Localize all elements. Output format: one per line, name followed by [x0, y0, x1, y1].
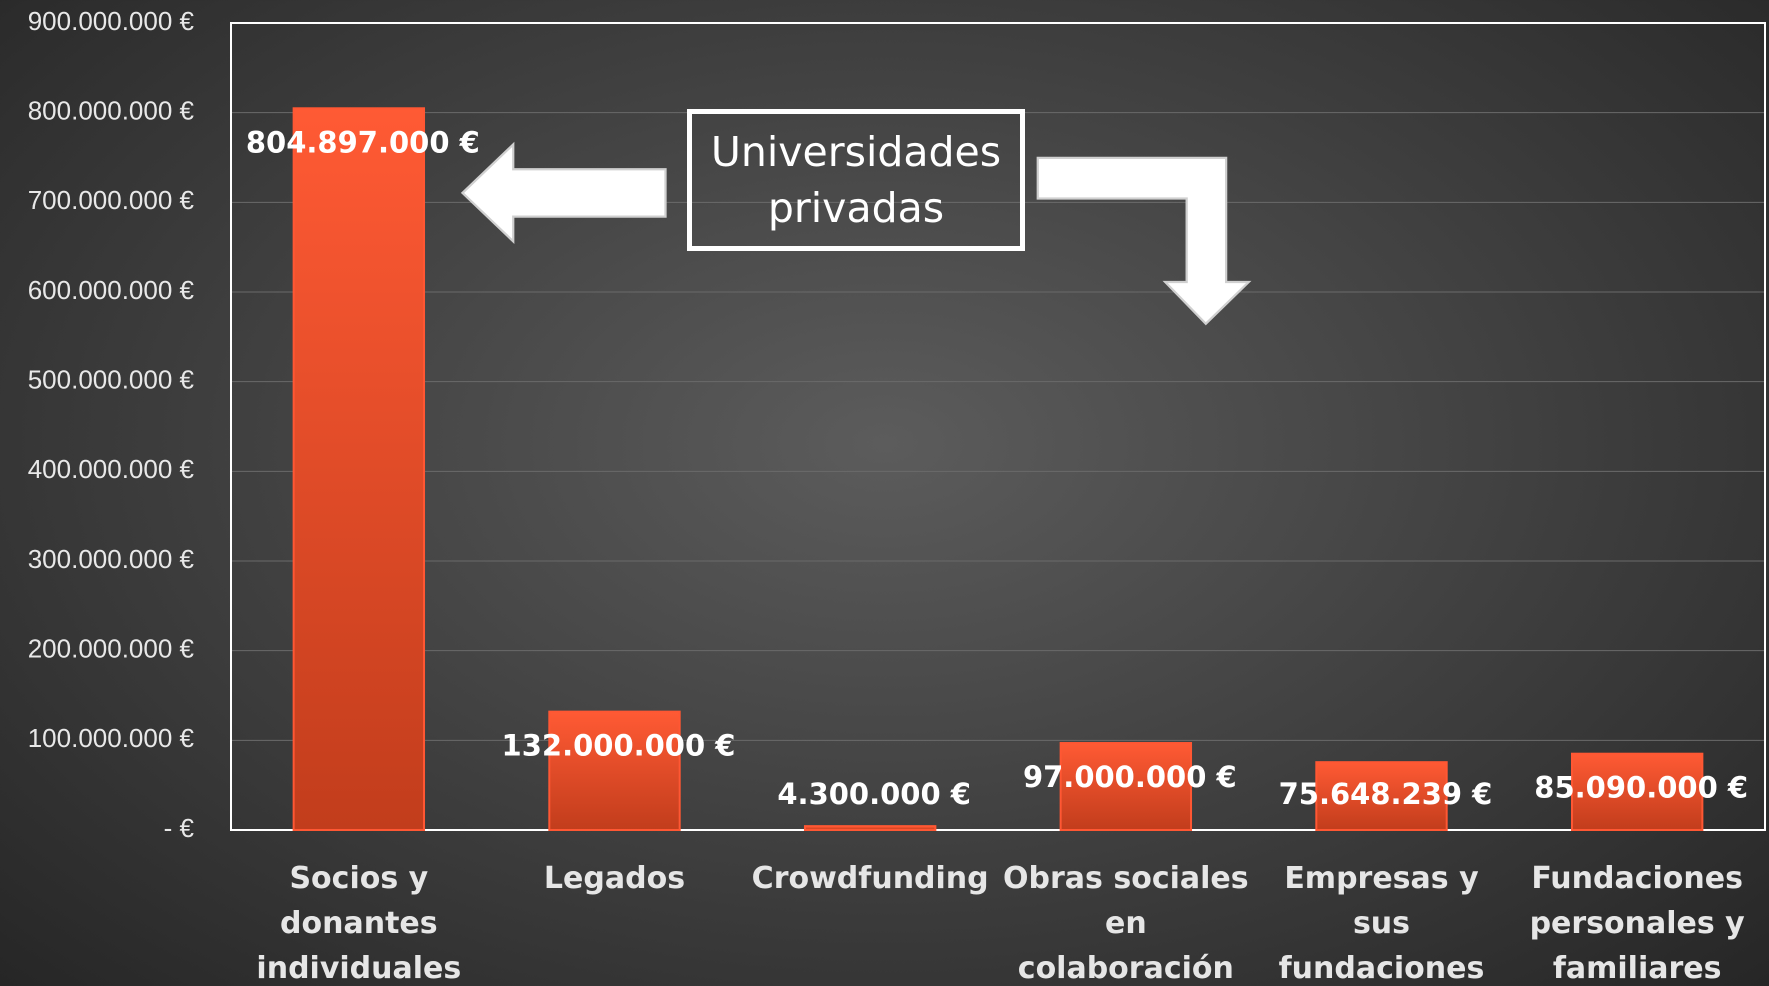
y-tick-label: 700.000.000 €: [28, 185, 195, 215]
x-tick-label: Obras sociales en colaboración: [1003, 861, 1249, 986]
value-label: 85.090.000 €: [1534, 771, 1748, 805]
bar: [1570, 752, 1704, 831]
bar: [1059, 742, 1193, 831]
y-tick-label: 300.000.000 €: [28, 544, 195, 574]
arrow-left: [460, 141, 667, 245]
y-tick-label: 500.000.000 €: [28, 365, 195, 395]
value-label: 97.000.000 €: [1023, 760, 1237, 794]
bar: [548, 710, 681, 832]
x-tick-label: Socios y donantes individuales: [256, 861, 462, 986]
bar: [1315, 761, 1448, 832]
y-tick-label: 800.000.000 €: [28, 96, 195, 126]
annotation: Universidades privadas: [687, 109, 1025, 251]
value-label: 75.648.239 €: [1279, 777, 1493, 811]
plot-frame: [230, 22, 1766, 831]
y-tick-label: 900.000.000 €: [28, 6, 195, 36]
arrow-down: [1036, 156, 1252, 326]
y-tick-label: 400.000.000 €: [28, 454, 195, 484]
marks: [292, 107, 1704, 832]
x-tick-label: Crowdfunding: [751, 861, 989, 896]
arrows: [460, 141, 1252, 326]
y-tick-label: 200.000.000 €: [28, 634, 195, 664]
value-label: 804.897.000 €: [246, 125, 480, 159]
x-tick-label: Legados: [543, 861, 686, 896]
bar: [803, 825, 937, 832]
y-tick-label: - €: [164, 813, 195, 843]
x-tick-label: Fundaciones personales y familiares: [1529, 861, 1745, 986]
x-tick-label: Empresas y sus fundaciones: [1278, 861, 1485, 986]
y-tick-label: 600.000.000 €: [28, 275, 195, 305]
value-label: 132.000.000 €: [502, 729, 736, 763]
y-tick-label: 100.000.000 €: [28, 723, 195, 753]
bar: [292, 107, 426, 831]
value-label: 4.300.000 €: [777, 777, 971, 811]
